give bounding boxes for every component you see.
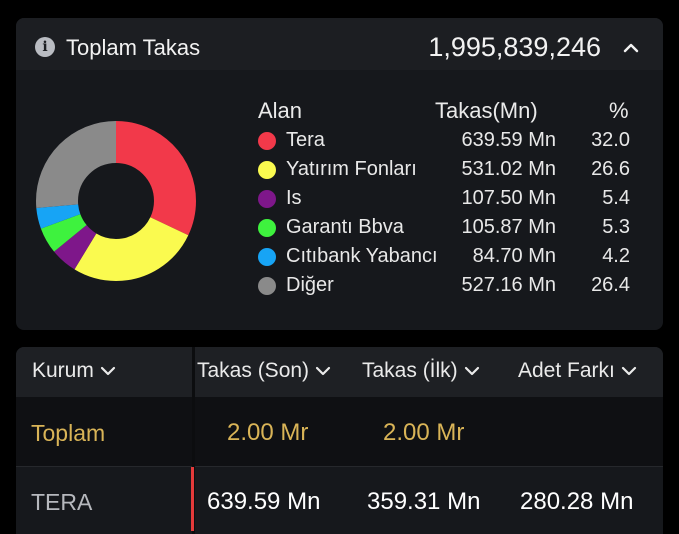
legend-dot: [258, 219, 276, 237]
table-header: [16, 347, 663, 397]
summary-title: Toplam Takas: [66, 35, 201, 60]
cell-kurum: Toplam: [31, 420, 106, 446]
donut-segment: [36, 121, 196, 281]
legend-item: Yatırım Fonları 531.02 Mn 26.6: [256, 158, 656, 186]
column-header-takas-ilk[interactable]: Takas (İlk): [362, 359, 480, 383]
table-row-toplam[interactable]: [16, 397, 663, 467]
column-header-kurum[interactable]: Kurum: [32, 359, 116, 383]
cell-takas-son: 639.59 Mn: [207, 488, 321, 515]
legend-item: Is 107.50 Mn 5.4: [256, 187, 656, 215]
cell-takas-ilk: 2.00 Mr: [383, 419, 465, 446]
legend-value: 531.02 Mn: [461, 158, 556, 180]
legend-pct: 26.4: [591, 274, 630, 296]
legend-value: 639.59 Mn: [461, 129, 556, 151]
legend-item: Cıtıbank Yabancı 84.70 Mn 4.2: [256, 245, 656, 273]
cell-kurum: TERA: [31, 489, 93, 515]
legend-label: Cıtıbank Yabancı: [286, 245, 438, 267]
legend-pct: 5.3: [602, 216, 630, 238]
donut-chart: [36, 121, 196, 281]
legend-label: Is: [286, 187, 302, 209]
legend-pct: 4.2: [602, 245, 630, 267]
legend-header-alan: Alan: [258, 98, 303, 123]
donut-segment: [36, 121, 196, 281]
legend-item: Tera 639.59 Mn 32.0: [256, 129, 656, 157]
legend-dot: [258, 161, 276, 179]
legend-label: Diğer: [286, 274, 334, 296]
legend-label: Yatırım Fonları: [286, 158, 417, 180]
legend-label: Garantı Bbva: [286, 216, 404, 238]
legend-value: 105.87 Mn: [461, 216, 556, 238]
legend-value: 84.70 Mn: [472, 245, 556, 267]
cell-adet-farki: 280.28 Mn: [520, 488, 634, 515]
legend-value: 527.16 Mn: [461, 274, 556, 296]
chevron-down-icon: [315, 366, 331, 376]
summary-total: 1,995,839,246: [428, 32, 601, 62]
table-row-tera[interactable]: [16, 467, 663, 534]
column-header-label: Kurum: [32, 359, 94, 382]
row-divider: [16, 466, 663, 467]
row-marker: [191, 467, 194, 531]
chevron-up-icon[interactable]: [623, 40, 639, 56]
column-header-takas-son[interactable]: Takas (Son): [197, 359, 331, 383]
legend-label: Tera: [286, 129, 325, 151]
takas-table: Kurum Takas (Son) Takas (İlk) Adet Farkı…: [16, 347, 663, 534]
legend-dot: [258, 277, 276, 295]
legend-dot: [258, 190, 276, 208]
cell-takas-son: 2.00 Mr: [227, 419, 309, 446]
column-header-label: Takas (Son): [197, 359, 310, 382]
chevron-down-icon: [100, 366, 115, 376]
legend-pct: 26.6: [591, 158, 630, 180]
legend-dot: [258, 248, 276, 266]
legend-value: 107.50 Mn: [461, 187, 556, 209]
column-header-label: Takas (İlk): [362, 359, 458, 382]
chevron-down-icon: [621, 366, 636, 376]
info-icon[interactable]: i: [35, 37, 55, 57]
legend-dot: [258, 132, 276, 150]
legend-item: Diğer 527.16 Mn 26.4: [256, 274, 656, 302]
column-divider: [192, 347, 195, 534]
chevron-down-icon: [464, 366, 479, 376]
summary-header[interactable]: i Toplam Takas 1,995,839,246: [16, 18, 663, 70]
legend-item: Garantı Bbva 105.87 Mn 5.3: [256, 216, 656, 244]
column-header-label: Adet Farkı: [518, 359, 615, 382]
column-header-adet-farki[interactable]: Adet Farkı: [518, 359, 637, 383]
legend-header-takas: Takas(Mn): [435, 98, 538, 123]
cell-takas-ilk: 359.31 Mn: [367, 488, 481, 515]
legend-pct: 32.0: [591, 129, 630, 151]
takas-summary-card: i Toplam Takas 1,995,839,246 Alan Takas(…: [16, 18, 663, 330]
legend-pct: 5.4: [602, 187, 630, 209]
legend-header-pct: %: [609, 98, 629, 123]
